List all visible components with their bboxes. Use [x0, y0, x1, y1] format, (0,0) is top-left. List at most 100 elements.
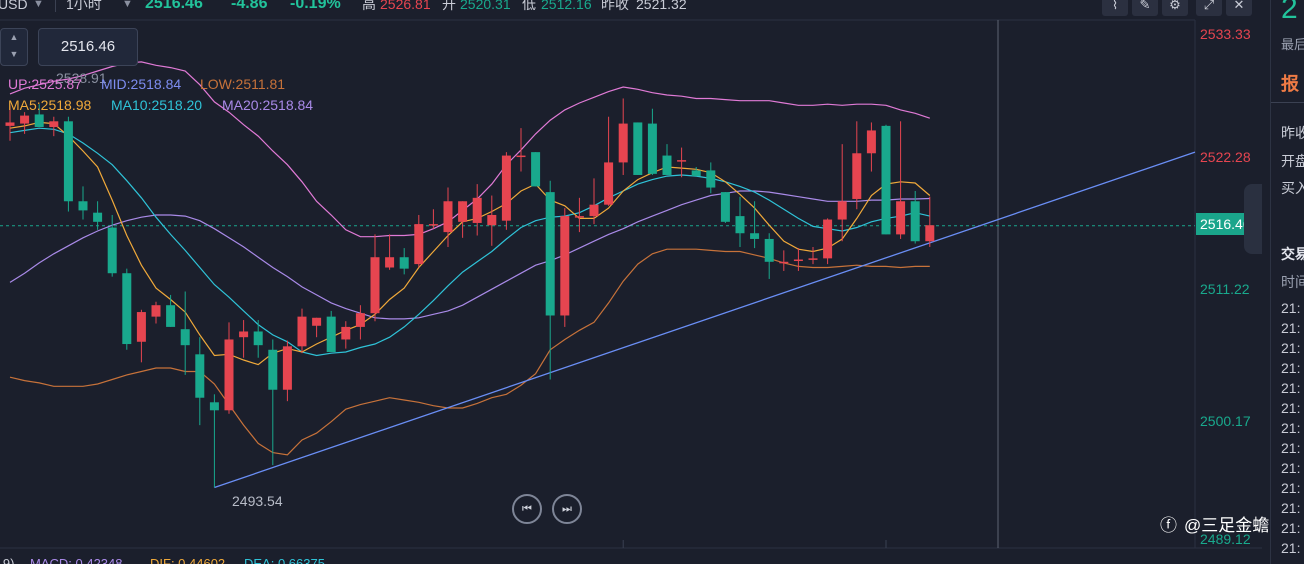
indicator-icon[interactable]: ⌇ — [1102, 0, 1128, 16]
last-price: 2516.46 — [145, 0, 203, 12]
low-value: 2512.16 — [541, 0, 592, 12]
settings-icon[interactable]: ⚙ — [1162, 0, 1188, 16]
trade-time: 21: — [1281, 360, 1301, 376]
trade-time: 21: — [1281, 440, 1301, 456]
candle-body — [881, 125, 891, 235]
symbol-dropdown-icon[interactable]: ▼ — [33, 0, 44, 10]
symbol-label[interactable]: USD — [0, 0, 28, 12]
candle-body — [764, 238, 774, 262]
ma5-line — [9, 121, 931, 366]
trade-time: 21: — [1281, 500, 1301, 516]
candle-body — [720, 192, 730, 222]
candle-body — [516, 155, 526, 158]
boll-mid-legend: MID:2518.84 — [101, 76, 182, 92]
close-icon[interactable]: ✕ — [1226, 0, 1252, 16]
trade-time: 21: — [1281, 400, 1301, 416]
side-prev-close-label: 昨收 — [1281, 125, 1304, 141]
candle-body — [866, 130, 876, 154]
interval-select[interactable]: 1小时 — [66, 0, 102, 12]
candle-body — [63, 121, 73, 202]
candle-body — [560, 216, 570, 316]
open-value: 2520.31 — [460, 0, 511, 12]
candle-body — [341, 326, 351, 340]
candle-body — [282, 346, 292, 390]
candle-body — [647, 123, 657, 174]
candle-body — [326, 316, 336, 353]
candle-body — [49, 121, 59, 128]
price-stepper[interactable]: ▲ ▼ — [0, 28, 28, 66]
candle-body — [633, 122, 643, 175]
candle-body — [545, 192, 555, 316]
candle-body — [618, 123, 628, 163]
boll-low-legend: LOW:2511.81 — [200, 76, 286, 92]
candle-body — [793, 259, 803, 262]
ma20-line — [9, 190, 930, 320]
dif-value: DIF: 0.44602 — [150, 556, 226, 564]
trade-time: 21: — [1281, 460, 1301, 476]
macd-params: 5,9) — [0, 556, 15, 564]
trade-time: 21: — [1281, 420, 1301, 436]
candle-body — [209, 402, 219, 411]
y-tick-label: 2500.17 — [1200, 413, 1251, 429]
ma10-legend: MA10:2518.20 — [111, 97, 203, 113]
candle-body — [166, 305, 176, 327]
trade-time: 21: — [1281, 300, 1301, 316]
candle-body — [136, 312, 146, 342]
candle-body — [78, 201, 88, 211]
candle-body — [414, 224, 424, 265]
candle-body — [297, 316, 307, 347]
fullscreen-icon[interactable]: ⤢ — [1196, 0, 1222, 16]
scroll-to-end-button[interactable]: ⏭ — [552, 494, 582, 524]
interval-dropdown-icon[interactable]: ▼ — [122, 0, 133, 10]
candle-body — [472, 197, 482, 223]
ma10-line — [9, 127, 930, 357]
candle-body — [823, 219, 833, 259]
candle-body — [239, 331, 249, 338]
candle-body — [428, 224, 438, 226]
candle-body — [312, 317, 322, 326]
trade-time: 21: — [1281, 520, 1301, 536]
watermark-text: @三足金蟾 — [1184, 516, 1270, 535]
candle-body — [910, 201, 920, 242]
y-tick-label: 2533.33 — [1200, 26, 1251, 42]
candle-body — [443, 201, 453, 233]
candle-body — [122, 273, 132, 345]
trade-time: 21: — [1281, 480, 1301, 496]
side-divider — [1271, 102, 1304, 103]
trade-time: 21: — [1281, 380, 1301, 396]
y-tick-label: 2511.22 — [1200, 281, 1250, 297]
ma20-legend: MA20:2518.84 — [222, 97, 314, 113]
candle-body — [852, 153, 862, 199]
y-tick-label: 2522.28 — [1200, 149, 1251, 165]
high-label: 高 — [362, 0, 376, 12]
candle-body — [195, 354, 205, 398]
candle-body — [458, 201, 468, 222]
candle-body — [735, 216, 745, 234]
side-bid-label: 买入 — [1281, 180, 1304, 196]
candle-body — [268, 349, 278, 390]
candle-body — [370, 257, 380, 314]
price-input-box[interactable]: 2516.46 — [38, 28, 138, 66]
candle-body — [487, 214, 497, 226]
candle-body — [604, 162, 614, 205]
candle-body — [34, 114, 44, 128]
panel-collapse-tab[interactable] — [1244, 184, 1262, 254]
candle-body — [896, 201, 906, 235]
side-big-price: 2 — [1281, 0, 1298, 25]
candle-body — [779, 261, 789, 264]
side-report-tab[interactable]: 报 — [1281, 74, 1299, 94]
candle-body — [662, 155, 672, 175]
candle-body — [224, 339, 234, 411]
candle-body — [837, 201, 847, 220]
candle-body — [107, 227, 117, 274]
low-label: 低 — [522, 0, 536, 12]
trade-time: 21: — [1281, 320, 1301, 336]
scroll-to-start-button[interactable]: ⏮ — [512, 494, 542, 524]
candle-body — [750, 233, 760, 239]
draw-pen-icon[interactable]: ✎ — [1132, 0, 1158, 16]
trade-time: 21: — [1281, 340, 1301, 356]
side-trades-title: 交易 — [1281, 246, 1304, 262]
candle-body — [925, 225, 935, 242]
